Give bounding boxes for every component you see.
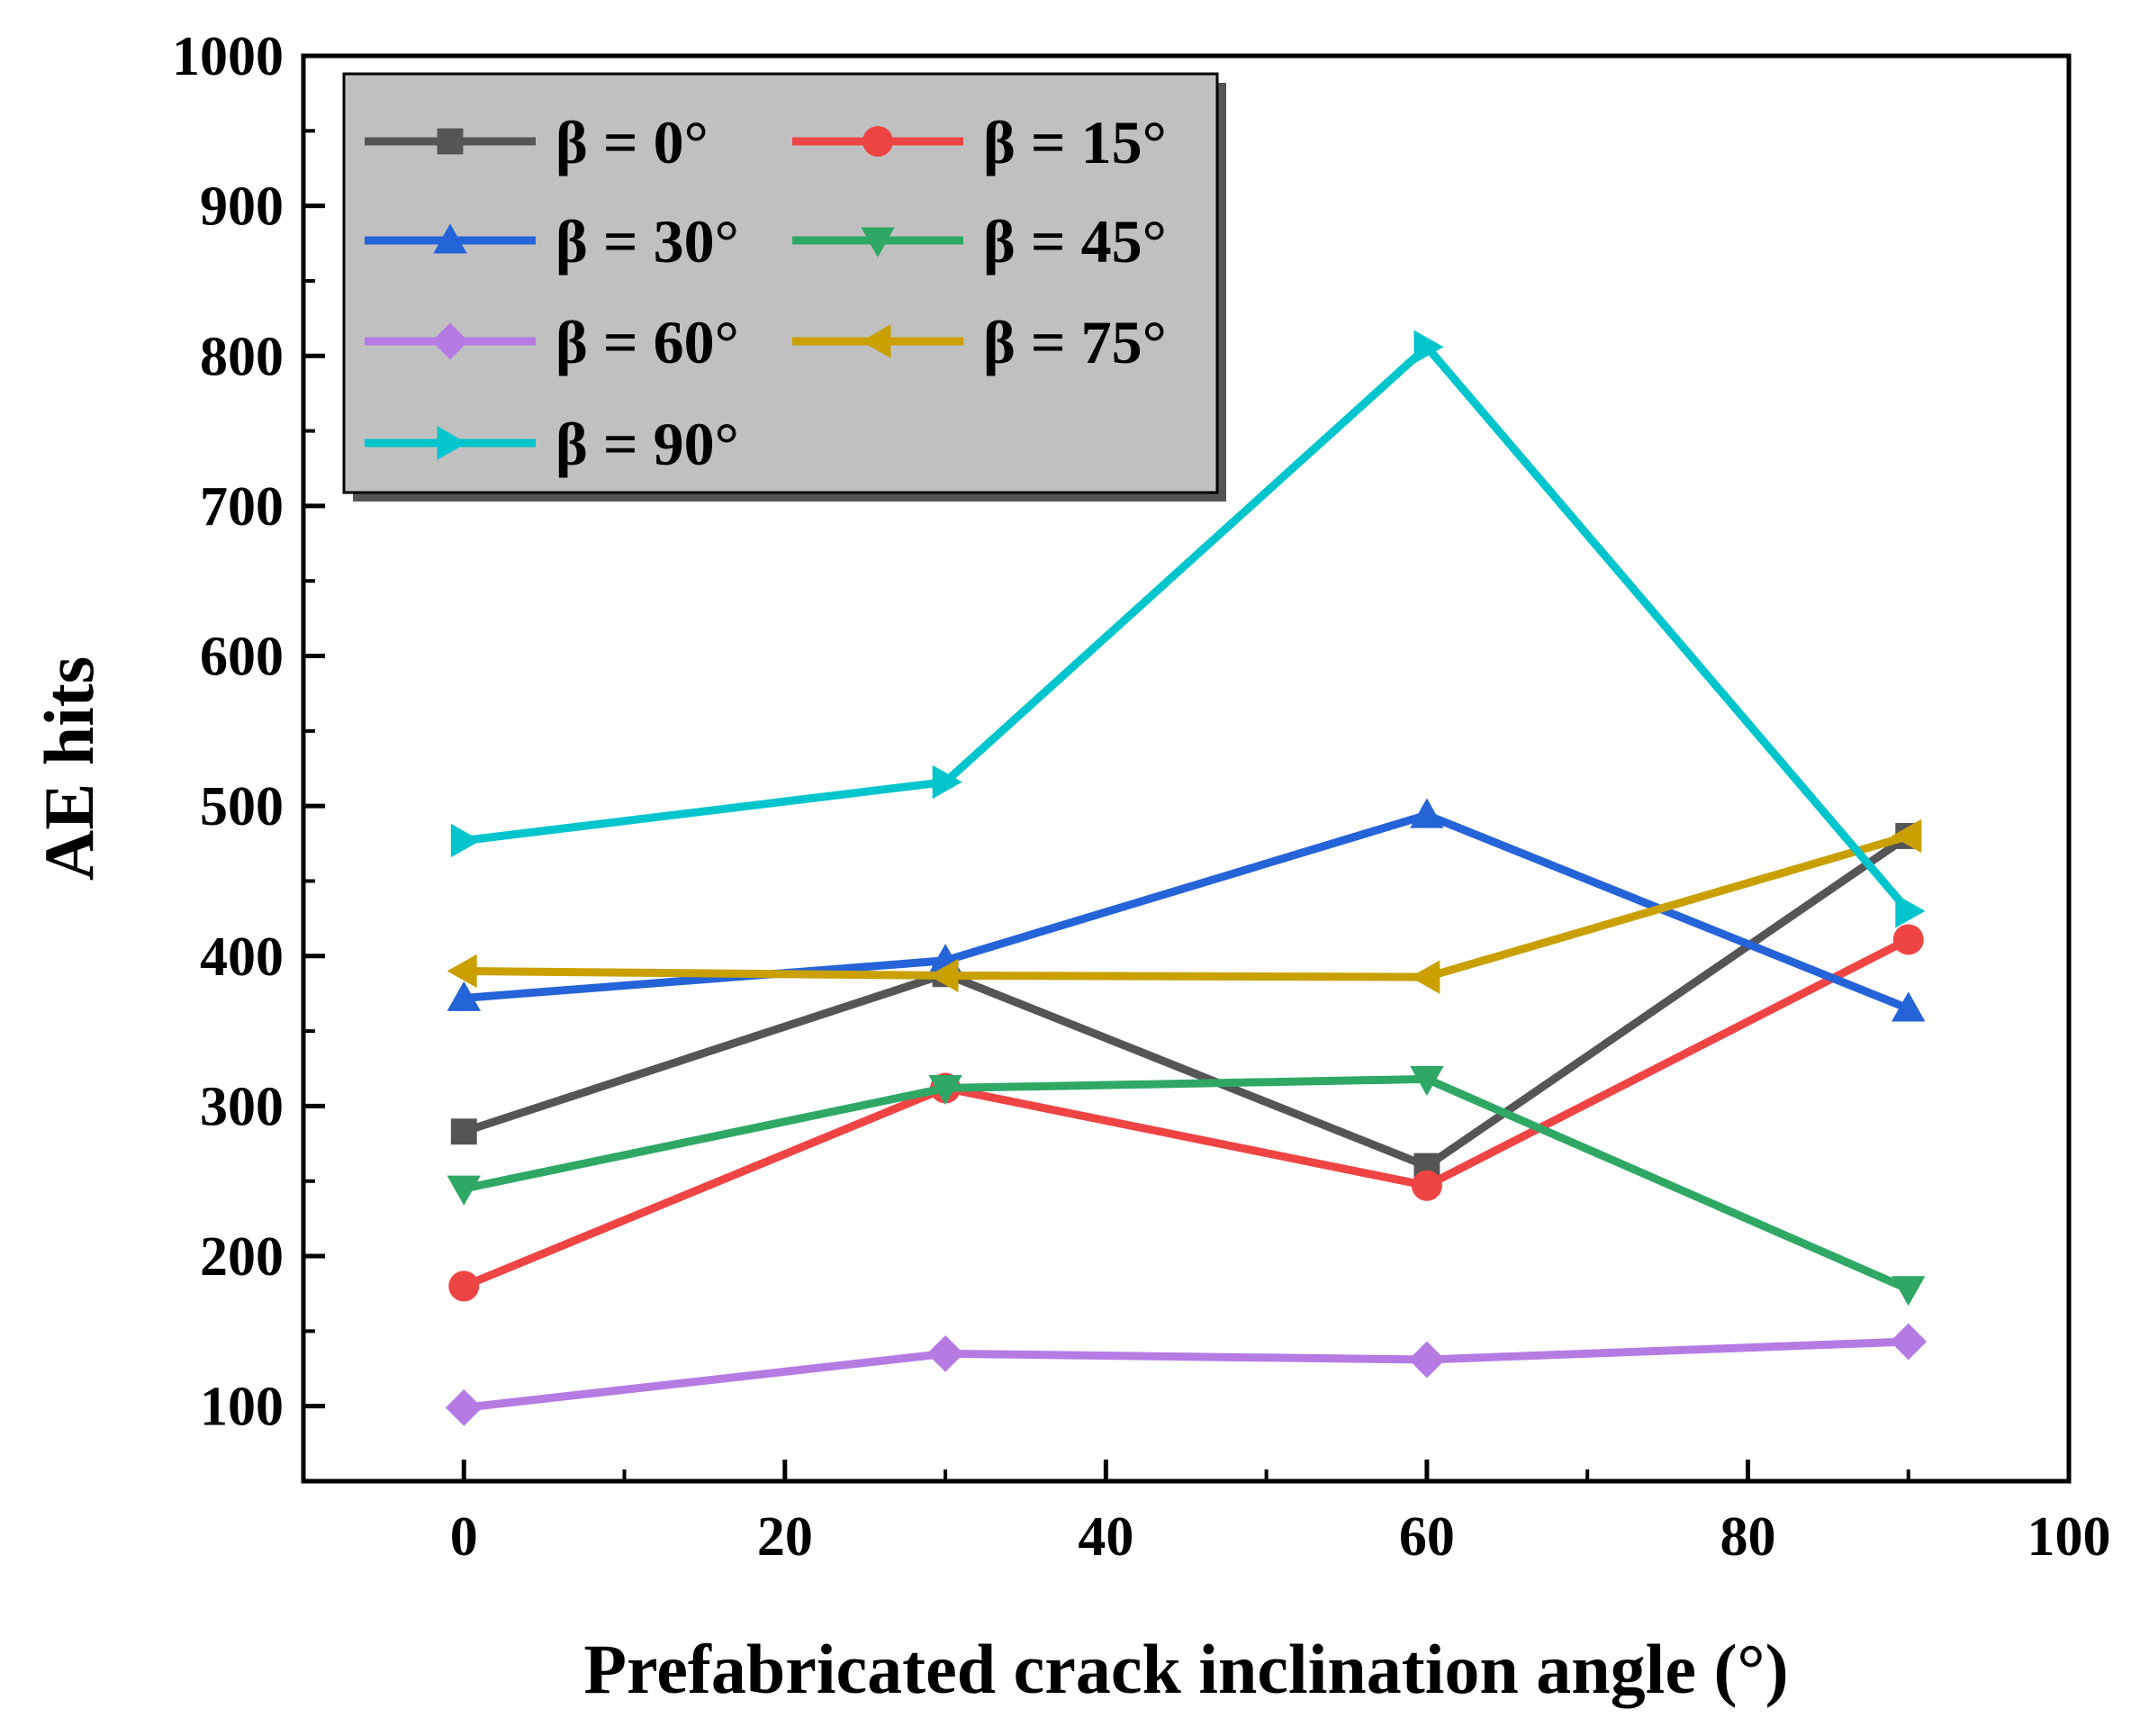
y-tick-label: 600: [200, 627, 284, 688]
data-point: [445, 1388, 483, 1426]
legend-label: β = 60°: [555, 308, 739, 376]
data-point: [1892, 1276, 1926, 1307]
series-line: [464, 832, 1910, 981]
data-point: [447, 1175, 481, 1206]
series-line: [462, 832, 1911, 1171]
data-point: [450, 1118, 477, 1145]
data-point: [926, 1334, 964, 1372]
series-2: [447, 798, 1926, 1022]
data-point: [928, 1074, 962, 1106]
legend-item: β = 60°: [365, 308, 739, 376]
legend-label: β = 0°: [555, 108, 709, 176]
legend-marker: [437, 128, 464, 155]
legend-marker: [437, 426, 467, 460]
data-point: [1892, 991, 1926, 1022]
data-point: [1410, 960, 1440, 994]
data-point: [1411, 1170, 1442, 1201]
x-tick-label: 0: [450, 1506, 478, 1568]
plot-frame: [301, 53, 2072, 1484]
data-point: [1895, 894, 1926, 928]
legend-marker: [861, 227, 895, 258]
series-0: [450, 823, 1922, 1180]
y-axis-title: AE hits: [30, 656, 108, 881]
legend-label: β = 45°: [983, 207, 1167, 276]
data-point: [1892, 818, 1922, 854]
legend-marker: [433, 223, 467, 254]
series-line: [463, 1074, 1910, 1293]
x-tick-label: 80: [1720, 1506, 1775, 1568]
series-5: [447, 818, 1922, 994]
data-point: [1410, 1065, 1444, 1097]
series-3: [447, 1065, 1926, 1307]
legend: β = 0° β = 15° β = 30° β = 45° β = 60° β = 75…: [342, 72, 1226, 502]
data-point: [1413, 330, 1444, 364]
legend-marker: [431, 322, 469, 360]
x-tick-label: 20: [757, 1506, 813, 1568]
y-tick-label: 500: [200, 776, 284, 837]
series-line: [463, 342, 1912, 914]
legend-item: β = 30°: [365, 207, 739, 276]
series-line: [463, 1337, 1909, 1412]
series-layer: [445, 330, 1928, 1426]
y-tick-label: 200: [200, 1226, 284, 1288]
series-4: [445, 1323, 1928, 1426]
y-tick-label: 700: [200, 476, 284, 538]
tick-labels: 0 20 40 60 80 100 100 200 300 400 500 600 700 800 900 1…: [172, 26, 2111, 1568]
y-tick-label: 300: [200, 1076, 284, 1137]
legend-marker: [861, 324, 891, 358]
legend-item: β = 75°: [792, 308, 1167, 376]
series-line: [462, 936, 1910, 1290]
legend-item: β = 0°: [365, 108, 709, 176]
data-point: [1892, 924, 1924, 955]
y-tick-label: 900: [200, 176, 284, 238]
data-point: [932, 764, 962, 800]
x-tick-label: 60: [1399, 1506, 1455, 1568]
data-point: [450, 823, 481, 858]
x-tick-label: 100: [2027, 1506, 2111, 1568]
series-6: [450, 330, 1926, 928]
data-point: [928, 958, 959, 993]
legend-label: β = 75°: [983, 308, 1167, 376]
legend-item: β = 90°: [365, 410, 739, 478]
data-point: [1408, 1341, 1446, 1379]
data-point: [447, 981, 481, 1011]
data-point: [1410, 798, 1444, 828]
data-point: [447, 954, 477, 989]
y-tick-label: 800: [200, 326, 284, 387]
x-tick-label: 40: [1078, 1506, 1133, 1568]
legend-marker: [862, 126, 893, 157]
legend-label: β = 30°: [555, 207, 739, 276]
x-axis-title: Prefabricated crack inclination angle (°…: [583, 1630, 1788, 1708]
data-point: [1890, 1323, 1928, 1361]
legend-label: β = 90°: [555, 410, 739, 478]
legend-item: β = 45°: [792, 207, 1167, 276]
y-tick-label: 400: [200, 927, 284, 988]
series-line: [463, 810, 1910, 1013]
legend-label: β = 15°: [983, 108, 1167, 176]
data-point: [448, 1270, 480, 1302]
legend-item: β = 15°: [792, 108, 1167, 176]
y-tick-label: 100: [200, 1377, 284, 1438]
y-tick-label: 1000: [172, 26, 284, 87]
